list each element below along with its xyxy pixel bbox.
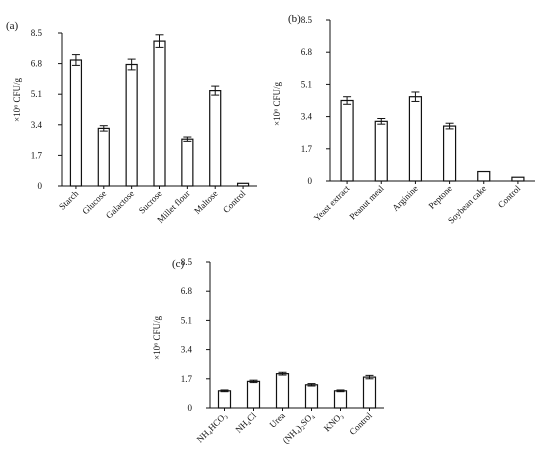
bar-5 [333, 390, 348, 409]
x-tick-label: Arginine [390, 183, 420, 213]
y-tick-label: 5.1 [301, 79, 312, 89]
bar-4 [442, 125, 457, 182]
bar-1 [69, 59, 83, 187]
y-tick-label: 6.8 [301, 47, 313, 57]
x-tick-label: Urea [267, 410, 286, 429]
x-tick-label: Galactose [104, 188, 136, 220]
x-tick-label: Peptone [426, 183, 454, 211]
bar-5 [477, 170, 491, 182]
y-tick-label: 0 [308, 176, 313, 186]
x-tick-label: Control [221, 188, 248, 215]
x-tick-label: NH₄HCO₃ [195, 410, 229, 444]
bar-1 [217, 390, 232, 409]
y-tick-label: 0 [38, 181, 43, 191]
y-axis-label: ×10⁶ CFU/g [12, 78, 22, 122]
panel-label: (c) [172, 258, 185, 270]
bar-4 [304, 384, 319, 409]
bar-2 [374, 120, 388, 182]
x-tick-label: Control [496, 183, 523, 210]
bar-7 [236, 182, 250, 187]
bar-3 [275, 373, 290, 409]
y-tick-label: 8.5 [31, 28, 43, 38]
y-tick-label: 1.7 [181, 374, 193, 384]
x-tick-label: Maltose [192, 188, 220, 216]
bar-3 [408, 96, 423, 182]
bar-2 [246, 380, 261, 409]
y-tick-label: 3.4 [181, 345, 193, 355]
y-tick-label: 1.7 [31, 150, 43, 160]
bar-5 [181, 138, 194, 187]
x-tick-label: NH₄Cl [233, 410, 258, 435]
y-tick-label: 5.1 [31, 89, 42, 99]
y-tick-label: 8.5 [301, 15, 313, 25]
x-tick-label: Yeast extract [312, 183, 352, 223]
y-axis-label: ×10⁶ CFU/g [272, 82, 282, 126]
bar-4 [153, 40, 166, 187]
panel-b: (b) 0 1.7 3.4 5.1 6.8 8.5 ×10⁶ CFU/g Yeast extra… [272, 13, 535, 226]
x-tick-label: Peanut meal [347, 183, 386, 222]
y-tick-label: 6.8 [181, 286, 193, 296]
bar-6 [362, 376, 377, 409]
panel-label: (a) [6, 20, 19, 32]
panel-label: (b) [288, 13, 301, 25]
y-tick-label: 8.5 [181, 257, 193, 267]
y-axis-label: ×10⁶ CFU/g [152, 316, 162, 360]
x-tick-label: (NH₄)₂SO₄ [281, 410, 316, 445]
x-tick-label: Control [347, 410, 374, 437]
x-tick-label: Starch [57, 188, 81, 212]
y-tick-label: 5.1 [181, 315, 192, 325]
y-tick-label: 6.8 [31, 59, 43, 69]
bar-3 [125, 63, 138, 187]
x-tick-label: KNO₃ [322, 410, 345, 433]
panel-c: (c) 0 1.7 3.4 5.1 6.8 8.5 ×10⁶ CFU/g NH₄HCO₃ NH₄C… [152, 257, 384, 446]
y-tick-label: 0 [188, 403, 193, 413]
y-tick-label: 3.4 [301, 112, 313, 122]
bar-2 [97, 127, 110, 187]
bar-1 [340, 99, 354, 182]
bar-6 [511, 176, 525, 182]
x-tick-label: Sucrose [137, 188, 164, 215]
y-tick-label: 1.7 [301, 144, 313, 154]
bar-6 [209, 89, 222, 187]
y-tick-label: 3.4 [31, 120, 43, 130]
